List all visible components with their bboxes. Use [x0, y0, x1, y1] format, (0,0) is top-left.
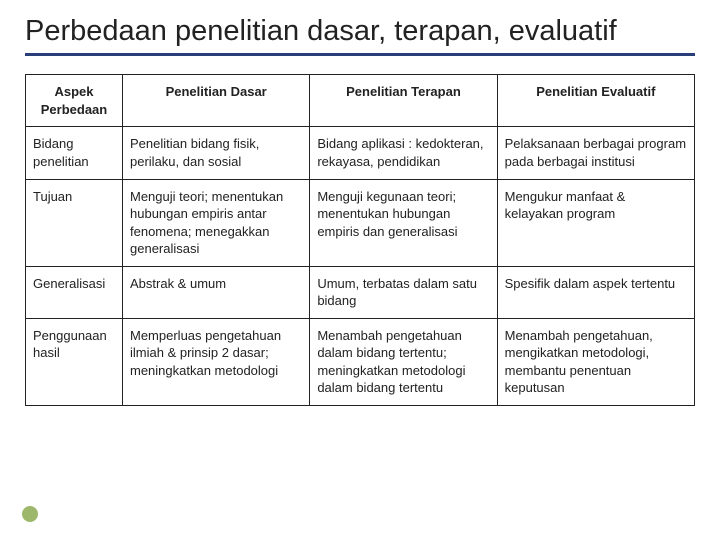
cell-dasar: Memperluas pengetahuan ilmiah & prinsip …: [123, 318, 310, 405]
cell-terapan: Menguji kegunaan teori; menentukan hubun…: [310, 179, 497, 266]
col-header-terapan: Penelitian Terapan: [310, 75, 497, 127]
col-header-aspek: Aspek Perbedaan: [26, 75, 123, 127]
cell-aspek: Generalisasi: [26, 266, 123, 318]
cell-dasar: Menguji teori; menentukan hubungan empir…: [123, 179, 310, 266]
slide-container: Perbedaan penelitian dasar, terapan, eva…: [0, 0, 720, 540]
cell-evaluatif: Pelaksanaan berbagai program pada berbag…: [497, 127, 694, 179]
col-header-dasar: Penelitian Dasar: [123, 75, 310, 127]
table-header-row: Aspek Perbedaan Penelitian Dasar Penelit…: [26, 75, 695, 127]
title-underline: Perbedaan penelitian dasar, terapan, eva…: [25, 15, 695, 56]
cell-evaluatif: Mengukur manfaat & kelayakan program: [497, 179, 694, 266]
cell-evaluatif: Spesifik dalam aspek tertentu: [497, 266, 694, 318]
cell-dasar: Abstrak & umum: [123, 266, 310, 318]
comparison-table: Aspek Perbedaan Penelitian Dasar Penelit…: [25, 74, 695, 406]
col-header-evaluatif: Penelitian Evaluatif: [497, 75, 694, 127]
cell-terapan: Menambah pengetahuan dalam bidang terten…: [310, 318, 497, 405]
cell-dasar: Penelitian bidang fisik, perilaku, dan s…: [123, 127, 310, 179]
slide-title: Perbedaan penelitian dasar, terapan, eva…: [25, 15, 695, 48]
bullet-icon: [22, 506, 38, 522]
table-row: Penggunaan hasil Memperluas pengetahuan …: [26, 318, 695, 405]
cell-terapan: Bidang aplikasi : kedokteran, rekayasa, …: [310, 127, 497, 179]
cell-evaluatif: Menambah pengetahuan, mengikatkan metodo…: [497, 318, 694, 405]
cell-terapan: Umum, terbatas dalam satu bidang: [310, 266, 497, 318]
cell-aspek: Penggunaan hasil: [26, 318, 123, 405]
cell-aspek: Bidang penelitian: [26, 127, 123, 179]
table-row: Bidang penelitian Penelitian bidang fisi…: [26, 127, 695, 179]
table-row: Tujuan Menguji teori; menentukan hubunga…: [26, 179, 695, 266]
cell-aspek: Tujuan: [26, 179, 123, 266]
table-row: Generalisasi Abstrak & umum Umum, terbat…: [26, 266, 695, 318]
